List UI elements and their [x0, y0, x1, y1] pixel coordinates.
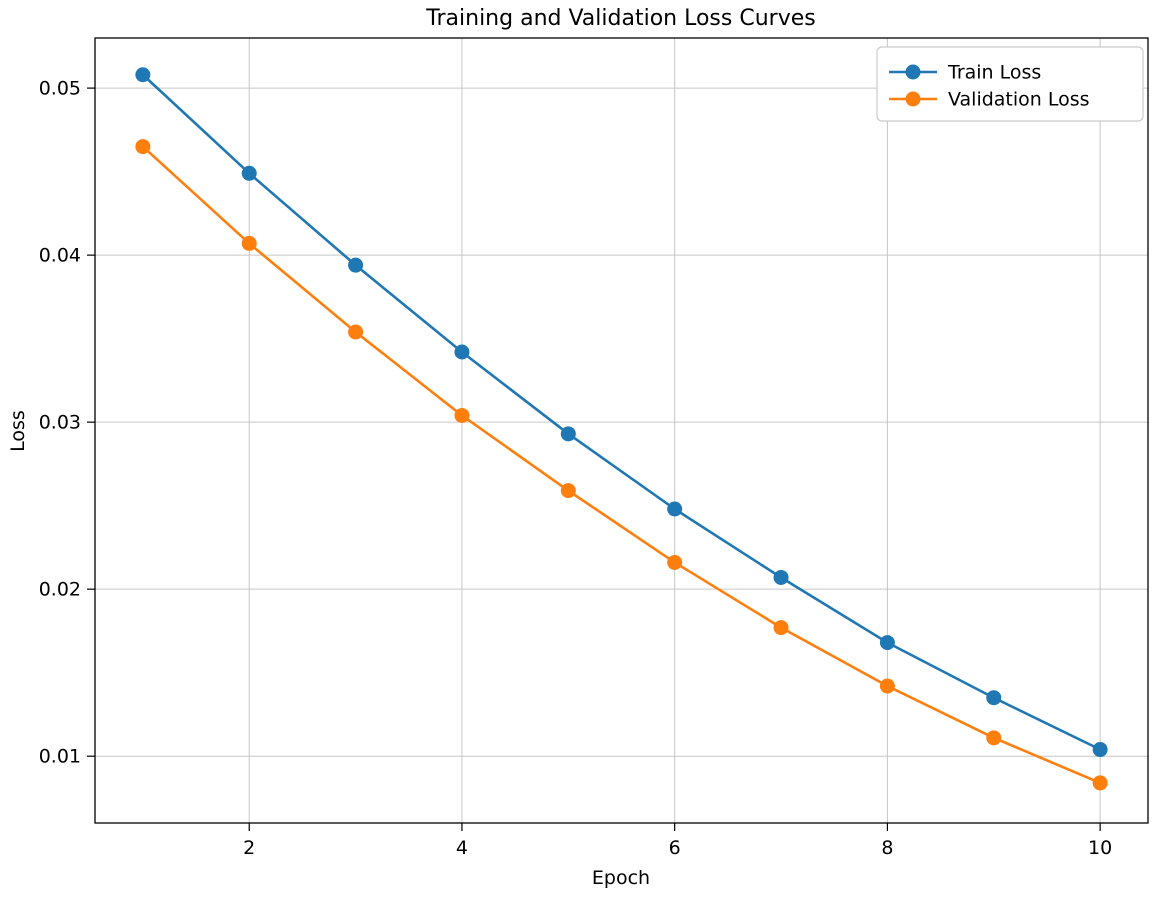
- series-marker: [560, 483, 576, 499]
- series-marker: [1092, 775, 1108, 791]
- y-axis-label: Loss: [7, 410, 29, 452]
- y-tick-label: 0.05: [39, 78, 81, 100]
- series-marker: [879, 635, 895, 651]
- y-tick-label: 0.01: [39, 746, 81, 768]
- series-group: [135, 67, 1108, 791]
- series-marker: [986, 690, 1002, 706]
- series-marker: [667, 501, 683, 517]
- legend-marker: [905, 91, 921, 107]
- legend-box: [876, 46, 1144, 122]
- axes: 2 4 6 8 10 0.01 0.02 0.03 0.04 0.05: [39, 37, 1149, 859]
- series-marker: [773, 620, 789, 636]
- series-marker: [560, 426, 576, 442]
- x-tick-label: 2: [243, 837, 255, 859]
- series-marker: [348, 324, 364, 340]
- series-line: [141, 73, 1101, 751]
- y-tick-label: 0.02: [39, 579, 81, 601]
- series-marker: [667, 554, 683, 570]
- x-tick-label: 8: [881, 837, 893, 859]
- legend-label: Validation Loss: [948, 89, 1090, 111]
- series-marker: [454, 344, 470, 360]
- legend-label: Train Loss: [947, 62, 1041, 84]
- plot-frame: [94, 37, 1149, 824]
- x-tick-label: 6: [669, 837, 681, 859]
- legend: Train Loss Validation Loss: [876, 46, 1144, 122]
- series-marker: [454, 407, 470, 423]
- grid: [95, 38, 1148, 823]
- x-tick-label: 10: [1088, 837, 1112, 859]
- legend-marker: [905, 64, 921, 80]
- series-marker: [135, 67, 151, 83]
- y-tick-label: 0.04: [39, 245, 81, 267]
- series-marker: [241, 235, 257, 251]
- series-marker: [348, 257, 364, 273]
- chart-title: Training and Validation Loss Curves: [425, 6, 815, 31]
- series-marker: [773, 569, 789, 585]
- series-marker: [986, 730, 1002, 746]
- x-axis-label: Epoch: [592, 867, 650, 889]
- series-line: [141, 145, 1101, 785]
- series-marker: [135, 139, 151, 155]
- series-marker: [879, 678, 895, 694]
- y-tick-label: 0.03: [39, 412, 81, 434]
- x-tick-label: 4: [456, 837, 468, 859]
- series-marker: [241, 165, 257, 181]
- series-marker: [1092, 742, 1108, 758]
